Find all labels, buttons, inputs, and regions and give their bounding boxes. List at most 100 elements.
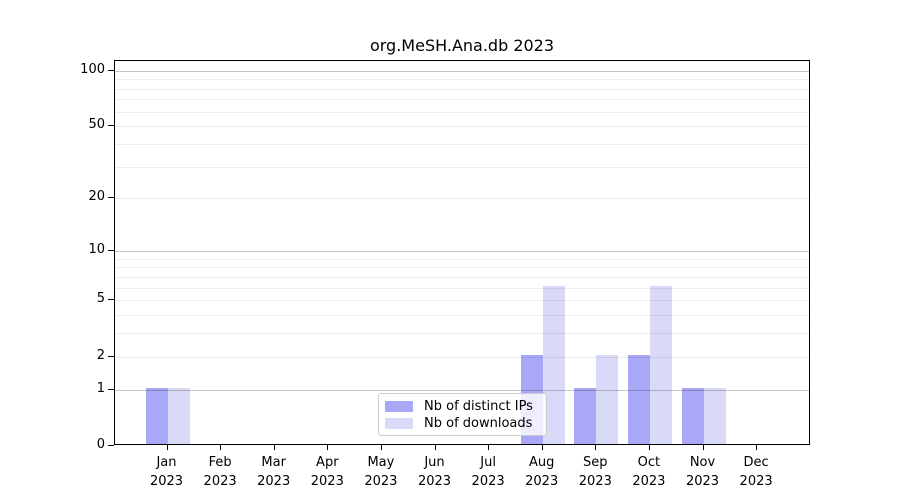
gridline-minor — [115, 79, 809, 81]
x-tick — [756, 445, 758, 450]
x-tick — [648, 445, 650, 450]
x-tick-label: Feb 2023 — [180, 453, 260, 491]
gridline-minor — [115, 198, 809, 200]
x-tick-label: Jun 2023 — [395, 453, 475, 491]
bar-downloads-nov — [703, 387, 726, 444]
y-tick-label: 0 — [96, 437, 105, 452]
bar-ips-nov — [681, 387, 704, 444]
x-tick-label: Jan 2023 — [127, 453, 207, 491]
y-tick — [108, 197, 114, 199]
x-tick-month: Nov — [689, 455, 716, 470]
gridline-minor — [115, 144, 809, 146]
x-tick-year: 2023 — [203, 474, 237, 489]
legend: Nb of distinct IPs Nb of downloads — [378, 393, 547, 436]
y-tick-label: 1 — [96, 380, 105, 396]
plot-area — [114, 60, 810, 445]
x-tick-month: Jun — [424, 455, 445, 470]
y-tick-label: 100 — [80, 61, 105, 77]
gridline-minor — [115, 166, 809, 168]
x-tick-year: 2023 — [417, 474, 452, 489]
x-tick-month: Jan — [156, 455, 177, 470]
x-tick-year: 2023 — [632, 474, 666, 489]
x-tick-month: Dec — [743, 455, 769, 470]
legend-label-distinct-ips: Nb of distinct IPs — [424, 398, 533, 414]
x-tick — [595, 445, 597, 450]
x-tick-label: Dec 2023 — [716, 453, 796, 491]
bar-downloads-sep — [596, 354, 619, 444]
y-tick-label: 10 — [88, 242, 105, 258]
legend-label-downloads: Nb of downloads — [424, 415, 533, 431]
gridline-minor — [115, 287, 809, 289]
x-tick-month: Mar — [261, 455, 286, 470]
gridline-minor — [115, 111, 809, 113]
bar-ips-oct — [627, 354, 650, 444]
x-tick-month: May — [367, 455, 395, 470]
gridline-minor — [115, 267, 809, 269]
gridline-minor — [115, 88, 809, 90]
x-tick-month: Apr — [316, 455, 339, 470]
x-tick-year: 2023 — [471, 474, 505, 489]
x-tick — [166, 445, 168, 450]
y-tick — [108, 125, 114, 127]
y-tick-label: 20 — [88, 189, 105, 205]
y-tick-label: 50 — [88, 117, 105, 133]
y-tick — [108, 299, 114, 301]
gridline-major — [115, 70, 809, 72]
x-tick — [327, 445, 329, 450]
y-tick — [108, 355, 114, 357]
x-tick — [273, 445, 275, 450]
legend-swatch-distinct-ips-icon — [385, 400, 413, 412]
x-tick-label: Apr 2023 — [287, 453, 367, 491]
gridline-minor — [115, 276, 809, 278]
bar-downloads-aug — [542, 285, 565, 444]
chart-title: org.MeSH.Ana.db 2023 — [369, 36, 555, 55]
legend-item-downloads: Nb of downloads — [385, 416, 540, 431]
bar-ips-sep — [574, 387, 597, 444]
x-tick-label: May 2023 — [341, 453, 421, 491]
x-tick-label: Jul 2023 — [448, 453, 528, 491]
x-tick-label: Sep 2023 — [555, 453, 635, 491]
legend-swatch-downloads-icon — [385, 417, 413, 429]
bar-downloads-jan — [167, 387, 190, 444]
x-tick-year: 2023 — [525, 474, 559, 489]
x-tick-year: 2023 — [739, 474, 773, 489]
y-tick — [108, 69, 114, 71]
x-tick-month: Jul — [480, 455, 496, 470]
x-tick — [488, 445, 490, 450]
x-tick-year: 2023 — [578, 474, 612, 489]
y-tick — [108, 250, 114, 252]
x-tick — [434, 445, 436, 450]
x-tick — [702, 445, 704, 450]
x-tick-label: Nov 2023 — [663, 453, 743, 491]
x-tick-year: 2023 — [364, 474, 398, 489]
x-tick-year: 2023 — [685, 474, 720, 489]
bar-downloads-oct — [649, 285, 672, 444]
x-tick-month: Feb — [208, 455, 232, 470]
x-tick-year: 2023 — [257, 474, 291, 489]
x-tick-label: Mar 2023 — [234, 453, 314, 491]
gridline-minor — [115, 99, 809, 101]
x-tick-label: Aug 2023 — [502, 453, 582, 491]
x-tick-year: 2023 — [149, 474, 184, 489]
x-tick-month: Oct — [637, 455, 661, 470]
x-tick — [380, 445, 382, 450]
x-tick-label: Oct 2023 — [609, 453, 689, 491]
gridline-minor — [115, 300, 809, 302]
gridline-minor — [115, 333, 809, 335]
gridline-minor — [115, 258, 809, 260]
x-tick-year: 2023 — [310, 474, 344, 489]
x-tick-month: Aug — [528, 455, 555, 470]
gridline-minor — [115, 315, 809, 317]
gridline-minor — [115, 356, 809, 358]
gridline-minor — [115, 126, 809, 128]
y-tick — [108, 445, 114, 446]
legend-item-distinct-ips: Nb of distinct IPs — [385, 399, 540, 414]
y-tick-label: 2 — [96, 347, 105, 363]
bar-ips-jan — [145, 387, 168, 444]
x-tick-month: Sep — [583, 455, 608, 470]
y-tick-label: 5 — [96, 291, 105, 307]
y-tick — [108, 388, 114, 390]
x-tick — [541, 445, 543, 450]
gridline-major — [115, 251, 809, 253]
